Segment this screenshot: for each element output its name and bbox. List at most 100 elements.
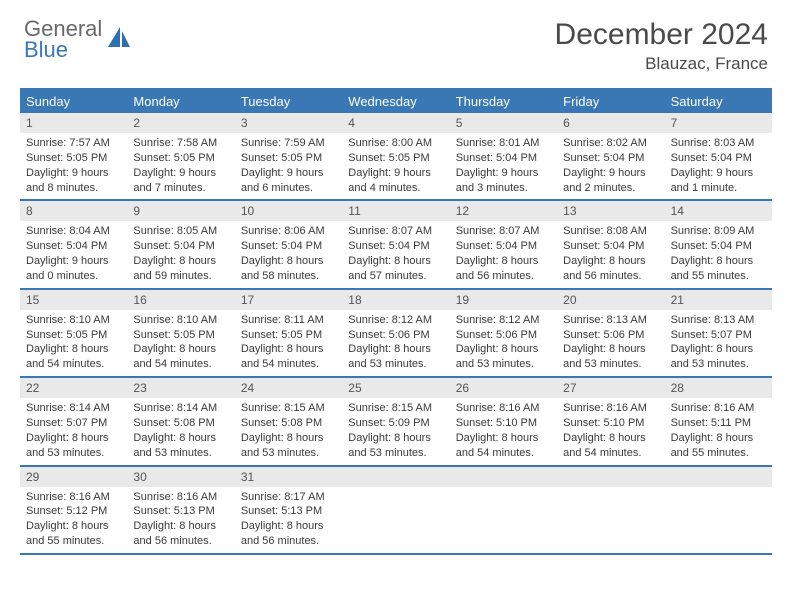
dl1-label: Daylight: 9 hours [241, 166, 336, 181]
date-number: 5 [450, 113, 557, 133]
date-number [450, 467, 557, 487]
day-cell: 27Sunrise: 8:16 AMSunset: 5:10 PMDayligh… [557, 378, 664, 464]
sunrise-label: Sunrise: 8:07 AM [348, 224, 443, 239]
dl1-label: Daylight: 8 hours [241, 431, 336, 446]
sunrise-label: Sunrise: 8:07 AM [456, 224, 551, 239]
week-row: 29Sunrise: 8:16 AMSunset: 5:12 PMDayligh… [20, 467, 772, 555]
sunset-label: Sunset: 5:07 PM [671, 328, 766, 343]
day-cell: 30Sunrise: 8:16 AMSunset: 5:13 PMDayligh… [127, 467, 234, 553]
sail-icon [106, 25, 132, 54]
day-info: Sunrise: 8:12 AMSunset: 5:06 PMDaylight:… [342, 310, 449, 372]
date-number: 16 [127, 290, 234, 310]
day-info: Sunrise: 8:06 AMSunset: 5:04 PMDaylight:… [235, 221, 342, 283]
sunrise-label: Sunrise: 7:58 AM [133, 136, 228, 151]
sunset-label: Sunset: 5:04 PM [241, 239, 336, 254]
day-info: Sunrise: 8:11 AMSunset: 5:05 PMDaylight:… [235, 310, 342, 372]
dl1-label: Daylight: 8 hours [671, 431, 766, 446]
sunrise-label: Sunrise: 8:05 AM [133, 224, 228, 239]
date-number: 3 [235, 113, 342, 133]
dl2-label: and 55 minutes. [671, 269, 766, 284]
dl2-label: and 56 minutes. [133, 534, 228, 549]
sunrise-label: Sunrise: 8:16 AM [671, 401, 766, 416]
sunrise-label: Sunrise: 8:16 AM [26, 490, 121, 505]
day-cell: 7Sunrise: 8:03 AMSunset: 5:04 PMDaylight… [665, 113, 772, 199]
dl1-label: Daylight: 9 hours [26, 254, 121, 269]
date-number [665, 467, 772, 487]
date-number: 20 [557, 290, 664, 310]
day-header: Thursday [450, 90, 557, 113]
date-number: 13 [557, 201, 664, 221]
sunset-label: Sunset: 5:04 PM [671, 151, 766, 166]
day-info: Sunrise: 8:13 AMSunset: 5:07 PMDaylight:… [665, 310, 772, 372]
date-number: 26 [450, 378, 557, 398]
dl1-label: Daylight: 9 hours [133, 166, 228, 181]
logo-line2: Blue [24, 39, 102, 61]
weeks-container: 1Sunrise: 7:57 AMSunset: 5:05 PMDaylight… [20, 113, 772, 555]
brand-logo: General Blue [24, 18, 132, 61]
date-number: 21 [665, 290, 772, 310]
day-cell: 26Sunrise: 8:16 AMSunset: 5:10 PMDayligh… [450, 378, 557, 464]
dl2-label: and 53 minutes. [133, 446, 228, 461]
day-cell: 14Sunrise: 8:09 AMSunset: 5:04 PMDayligh… [665, 201, 772, 287]
dl2-label: and 8 minutes. [26, 181, 121, 196]
day-cell: 20Sunrise: 8:13 AMSunset: 5:06 PMDayligh… [557, 290, 664, 376]
sunset-label: Sunset: 5:04 PM [348, 239, 443, 254]
day-cell: 21Sunrise: 8:13 AMSunset: 5:07 PMDayligh… [665, 290, 772, 376]
day-info: Sunrise: 8:14 AMSunset: 5:07 PMDaylight:… [20, 398, 127, 460]
dl1-label: Daylight: 8 hours [26, 519, 121, 534]
sunrise-label: Sunrise: 8:14 AM [133, 401, 228, 416]
day-header: Wednesday [342, 90, 449, 113]
sunrise-label: Sunrise: 8:14 AM [26, 401, 121, 416]
empty-cell [450, 467, 557, 553]
month-title: December 2024 [555, 18, 768, 52]
dl2-label: and 54 minutes. [563, 446, 658, 461]
dl2-label: and 54 minutes. [26, 357, 121, 372]
day-info: Sunrise: 8:02 AMSunset: 5:04 PMDaylight:… [557, 133, 664, 195]
sunset-label: Sunset: 5:06 PM [348, 328, 443, 343]
sunset-label: Sunset: 5:05 PM [133, 328, 228, 343]
dl2-label: and 53 minutes. [348, 357, 443, 372]
sunset-label: Sunset: 5:04 PM [563, 239, 658, 254]
date-number: 6 [557, 113, 664, 133]
sunrise-label: Sunrise: 8:10 AM [26, 313, 121, 328]
dl1-label: Daylight: 9 hours [26, 166, 121, 181]
sunset-label: Sunset: 5:06 PM [456, 328, 551, 343]
sunset-label: Sunset: 5:10 PM [563, 416, 658, 431]
day-header: Saturday [665, 90, 772, 113]
day-info: Sunrise: 8:09 AMSunset: 5:04 PMDaylight:… [665, 221, 772, 283]
sunrise-label: Sunrise: 8:17 AM [241, 490, 336, 505]
day-cell: 22Sunrise: 8:14 AMSunset: 5:07 PMDayligh… [20, 378, 127, 464]
date-number: 9 [127, 201, 234, 221]
date-number: 14 [665, 201, 772, 221]
sunrise-label: Sunrise: 8:10 AM [133, 313, 228, 328]
day-cell: 15Sunrise: 8:10 AMSunset: 5:05 PMDayligh… [20, 290, 127, 376]
date-number: 29 [20, 467, 127, 487]
day-header: Sunday [20, 90, 127, 113]
day-info: Sunrise: 8:16 AMSunset: 5:13 PMDaylight:… [127, 487, 234, 549]
dl1-label: Daylight: 8 hours [348, 254, 443, 269]
sunset-label: Sunset: 5:10 PM [456, 416, 551, 431]
day-header: Tuesday [235, 90, 342, 113]
sunset-label: Sunset: 5:05 PM [241, 328, 336, 343]
dl2-label: and 59 minutes. [133, 269, 228, 284]
week-row: 1Sunrise: 7:57 AMSunset: 5:05 PMDaylight… [20, 113, 772, 201]
sunrise-label: Sunrise: 8:15 AM [241, 401, 336, 416]
dl1-label: Daylight: 8 hours [26, 342, 121, 357]
day-info: Sunrise: 8:16 AMSunset: 5:10 PMDaylight:… [557, 398, 664, 460]
day-info: Sunrise: 8:13 AMSunset: 5:06 PMDaylight:… [557, 310, 664, 372]
day-info: Sunrise: 8:10 AMSunset: 5:05 PMDaylight:… [127, 310, 234, 372]
date-number: 18 [342, 290, 449, 310]
day-cell: 18Sunrise: 8:12 AMSunset: 5:06 PMDayligh… [342, 290, 449, 376]
dl2-label: and 56 minutes. [563, 269, 658, 284]
dl1-label: Daylight: 9 hours [348, 166, 443, 181]
dl1-label: Daylight: 8 hours [133, 431, 228, 446]
dl1-label: Daylight: 8 hours [563, 431, 658, 446]
dl1-label: Daylight: 8 hours [241, 519, 336, 534]
sunrise-label: Sunrise: 8:13 AM [671, 313, 766, 328]
day-header: Friday [557, 90, 664, 113]
date-number: 28 [665, 378, 772, 398]
day-info: Sunrise: 8:15 AMSunset: 5:09 PMDaylight:… [342, 398, 449, 460]
logo-text-block: General Blue [24, 18, 102, 61]
date-number: 22 [20, 378, 127, 398]
day-cell: 2Sunrise: 7:58 AMSunset: 5:05 PMDaylight… [127, 113, 234, 199]
